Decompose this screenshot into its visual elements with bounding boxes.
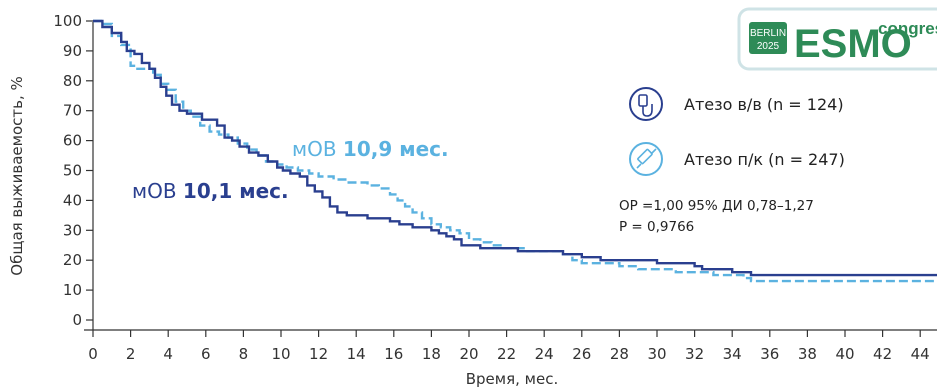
y-axis-title: Общая выживаемость, % xyxy=(8,76,26,275)
annotation-iv-median: мОВ 10,1 мес. xyxy=(132,179,289,203)
y-tick-label: 20 xyxy=(63,251,82,269)
x-tick-label: 24 xyxy=(535,345,554,363)
y-tick-label: 90 xyxy=(63,42,82,60)
y-tick-label: 10 xyxy=(63,281,82,299)
x-tick-label: 34 xyxy=(723,345,742,363)
annotation-sc-prefix: мОВ xyxy=(292,137,343,161)
x-tick-label: 44 xyxy=(911,345,930,363)
x-tick-label: 30 xyxy=(647,345,666,363)
logo-year: 2025 xyxy=(757,41,780,52)
legend-label-sc: Атезо п/к (n = 247) xyxy=(684,150,845,169)
x-tick-label: 26 xyxy=(572,345,591,363)
x-tick-label: 28 xyxy=(610,345,629,363)
x-tick-label: 36 xyxy=(760,345,779,363)
annotation-iv-prefix: мОВ xyxy=(132,179,183,203)
y-tick-label: 70 xyxy=(63,102,82,120)
x-tick-label: 42 xyxy=(873,345,892,363)
x-tick-label: 22 xyxy=(497,345,516,363)
y-tick-label: 80 xyxy=(63,72,82,90)
x-tick-label: 14 xyxy=(347,345,366,363)
y-tick-label: 60 xyxy=(63,132,82,150)
x-tick-label: 8 xyxy=(239,345,249,363)
x-tick-label: 32 xyxy=(685,345,704,363)
p-value-text: P = 0,9766 xyxy=(619,219,694,235)
logo-badge xyxy=(749,22,787,54)
x-tick-label: 20 xyxy=(459,345,478,363)
x-tick-label: 4 xyxy=(163,345,173,363)
x-axis-title: Время, мес. xyxy=(466,370,558,388)
x-tick-label: 12 xyxy=(309,345,328,363)
logo-city: BERLIN xyxy=(750,28,786,39)
y-tick-label: 30 xyxy=(63,221,82,239)
hazard-ratio-text: ОР =1,00 95% ДИ 0,78–1,27 xyxy=(619,198,814,214)
legend-label-iv: Атезо в/в (n = 124) xyxy=(684,95,844,114)
x-tick-label: 40 xyxy=(835,345,854,363)
x-tick-label: 6 xyxy=(201,345,211,363)
iv-drip-icon xyxy=(629,87,663,121)
x-tick-label: 18 xyxy=(422,345,441,363)
x-tick-label: 38 xyxy=(798,345,817,363)
series-line-sc xyxy=(93,19,937,283)
logo-brand: ESMO xyxy=(794,22,912,66)
y-tick-label: 100 xyxy=(53,12,82,30)
legend: Атезо в/в (n = 124) Атезо п/к (n = 247) xyxy=(629,87,845,176)
logo-frame xyxy=(737,7,937,71)
x-tick-label: 2 xyxy=(126,345,136,363)
y-tick-label: 50 xyxy=(63,162,82,180)
x-tick-label: 0 xyxy=(88,345,98,363)
annotation-sc-median: мОВ 10,9 мес. xyxy=(292,137,449,161)
x-tick-label: 10 xyxy=(271,345,290,363)
esmo-congress-logo: BERLIN 2025 ESMO congress xyxy=(737,7,937,71)
series-line-iv xyxy=(93,19,937,277)
x-tick-label: 16 xyxy=(384,345,403,363)
annotation-sc-value: 10,9 мес. xyxy=(343,137,449,161)
y-tick-label: 0 xyxy=(72,311,82,329)
annotation-iv-value: 10,1 мес. xyxy=(183,179,289,203)
y-tick-label: 40 xyxy=(63,191,82,209)
logo-suffix: congress xyxy=(878,19,937,38)
syringe-icon xyxy=(629,142,663,176)
